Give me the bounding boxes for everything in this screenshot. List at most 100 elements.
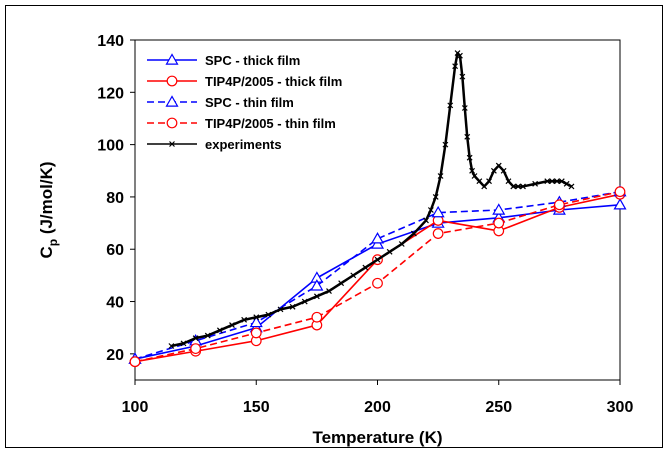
- y-axis-title-subscript: p: [46, 239, 60, 246]
- data-point: [350, 272, 357, 279]
- data-point: [457, 52, 463, 59]
- series-4: [168, 50, 575, 349]
- data-point: [500, 167, 507, 174]
- data-point: [442, 141, 449, 148]
- data-point: [253, 314, 260, 321]
- data-point: [192, 335, 199, 342]
- data-point: [452, 63, 459, 70]
- y-tick-label: 20: [106, 347, 124, 364]
- legend: SPC - thick film TIP4P/2005 - thick film S…: [142, 45, 372, 160]
- y-axis-title-main: C: [37, 246, 56, 258]
- data-point: [459, 73, 466, 80]
- legend-marker: [165, 95, 179, 107]
- data-point: [427, 207, 434, 213]
- data-point: [563, 180, 570, 187]
- data-point: [505, 178, 512, 185]
- data-point: [338, 280, 345, 287]
- data-point: [180, 340, 187, 347]
- data-point: [447, 102, 454, 109]
- x-tick-label: 200: [364, 399, 391, 416]
- data-point: [476, 178, 483, 185]
- data-point: [431, 205, 445, 218]
- data-point: [613, 198, 627, 210]
- data-point: [471, 173, 478, 179]
- data-point: [370, 232, 385, 244]
- data-point: [461, 105, 468, 111]
- data-point: [289, 303, 296, 310]
- data-point: [249, 315, 263, 328]
- data-point: [313, 293, 320, 300]
- legend-marker: [166, 117, 178, 129]
- data-point: [216, 327, 223, 334]
- data-point: [423, 217, 429, 224]
- data-point: [520, 183, 526, 190]
- series-3: [129, 186, 626, 368]
- data-point: [432, 228, 444, 239]
- y-tick-label: 60: [106, 242, 124, 259]
- data-point: [549, 178, 556, 185]
- data-point: [398, 241, 405, 247]
- y-axis-title-units: (J/mol/K): [37, 161, 56, 238]
- data-point: [558, 178, 565, 185]
- legend-label: SPC - thin film: [205, 95, 294, 110]
- data-point: [490, 167, 497, 174]
- x-tick-label: 300: [607, 399, 634, 416]
- series-line: [134, 190, 621, 360]
- y-tick-label: 120: [97, 85, 124, 102]
- data-point: [265, 311, 272, 318]
- data-point: [311, 311, 323, 323]
- data-point: [374, 256, 381, 263]
- legend-marker: [166, 75, 178, 87]
- x-axis-ticks: 100 150 200 250 300: [122, 380, 634, 416]
- data-point: [432, 193, 439, 200]
- y-axis-ticks: 20 40 60 80 100 120 140: [97, 33, 135, 364]
- data-point: [372, 277, 383, 289]
- y-axis-title: Cp (J/mol/K): [37, 161, 60, 258]
- data-point: [204, 332, 211, 339]
- legend-label: TIP4P/2005 - thick film: [205, 74, 342, 89]
- data-point: [515, 183, 522, 190]
- y-tick-label: 100: [97, 138, 124, 155]
- data-point: [277, 306, 284, 313]
- data-point: [493, 217, 505, 229]
- data-point: [362, 264, 369, 271]
- data-point: [437, 173, 444, 179]
- y-tick-label: 80: [106, 190, 124, 207]
- legend-label: experiments: [205, 137, 282, 152]
- data-point: [481, 183, 488, 190]
- data-point: [486, 178, 492, 185]
- data-point: [129, 356, 141, 368]
- x-tick-label: 100: [122, 399, 149, 416]
- data-point: [250, 327, 262, 339]
- legend-marker: [165, 53, 179, 65]
- data-point: [553, 199, 565, 211]
- data-point: [229, 322, 235, 329]
- data-point: [168, 343, 175, 349]
- data-point: [410, 230, 417, 237]
- legend-label: SPC - thick film: [205, 53, 300, 68]
- y-tick-label: 140: [97, 33, 124, 50]
- data-point: [386, 248, 393, 255]
- data-point: [310, 279, 324, 291]
- data-point: [190, 343, 202, 355]
- x-axis-title: Temperature (K): [312, 428, 442, 447]
- data-point: [301, 298, 308, 305]
- data-point: [495, 162, 502, 169]
- data-point: [554, 178, 560, 185]
- data-point: [241, 316, 248, 323]
- y-tick-label: 40: [106, 295, 124, 312]
- x-tick-label: 150: [243, 399, 270, 416]
- data-point: [466, 154, 473, 161]
- data-point: [492, 203, 506, 215]
- data-point: [464, 133, 471, 140]
- x-tick-label: 250: [485, 399, 512, 416]
- legend-marker: [169, 141, 175, 147]
- data-point: [510, 183, 517, 190]
- data-point: [614, 186, 626, 198]
- data-point: [469, 167, 475, 174]
- data-point: [568, 183, 575, 190]
- data-point: [326, 288, 332, 295]
- legend-label: TIP4P/2005 - thin film: [205, 116, 336, 131]
- series-layer: [128, 50, 627, 368]
